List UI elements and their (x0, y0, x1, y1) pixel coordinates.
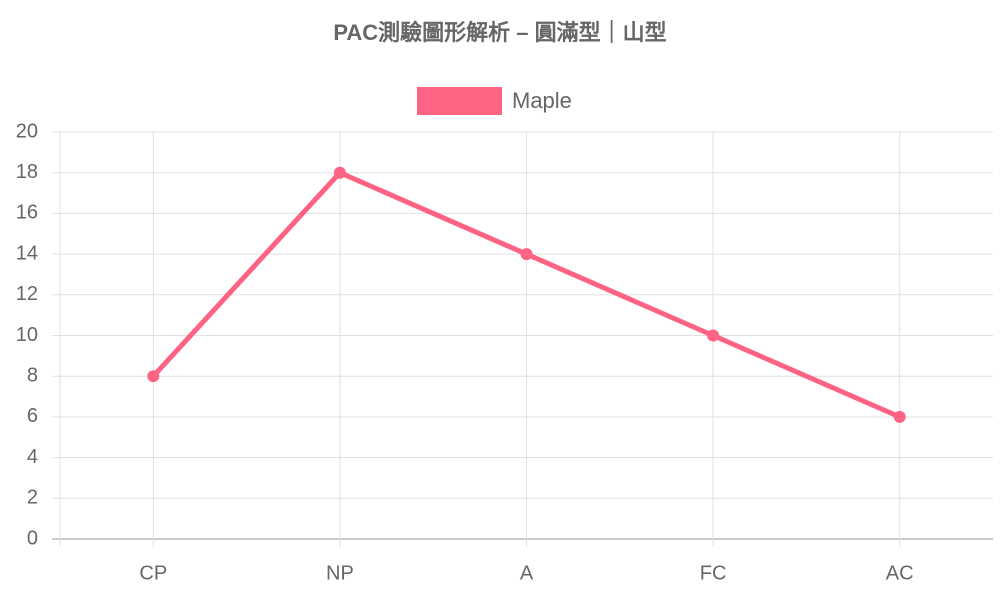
x-tick-label: AC (886, 562, 914, 584)
x-tick-label: A (520, 562, 534, 584)
legend-swatch (417, 87, 502, 115)
y-tick-label: 0 (27, 527, 38, 549)
y-tick-label: 2 (27, 487, 38, 509)
point (333, 166, 346, 179)
y-tick-label: 20 (16, 120, 38, 142)
x-tick-label: NP (326, 562, 354, 584)
y-tick-label: 18 (16, 161, 38, 183)
point (893, 410, 906, 423)
x-tick-label: CP (139, 562, 167, 584)
x-tick-label: FC (700, 562, 727, 584)
point (707, 329, 720, 342)
chart-title: PAC測驗圖形解析 – 圓滿型｜山型 (333, 20, 666, 45)
y-tick-label: 14 (16, 242, 38, 264)
legend-label: Maple (512, 88, 572, 113)
point (520, 248, 533, 261)
y-tick-label: 16 (16, 202, 38, 224)
point (147, 370, 160, 383)
y-tick-label: 10 (16, 324, 38, 346)
y-tick-label: 12 (16, 283, 38, 305)
y-tick-label: 8 (27, 364, 38, 386)
y-tick-label: 6 (27, 405, 38, 427)
y-tick-label: 4 (27, 446, 38, 468)
